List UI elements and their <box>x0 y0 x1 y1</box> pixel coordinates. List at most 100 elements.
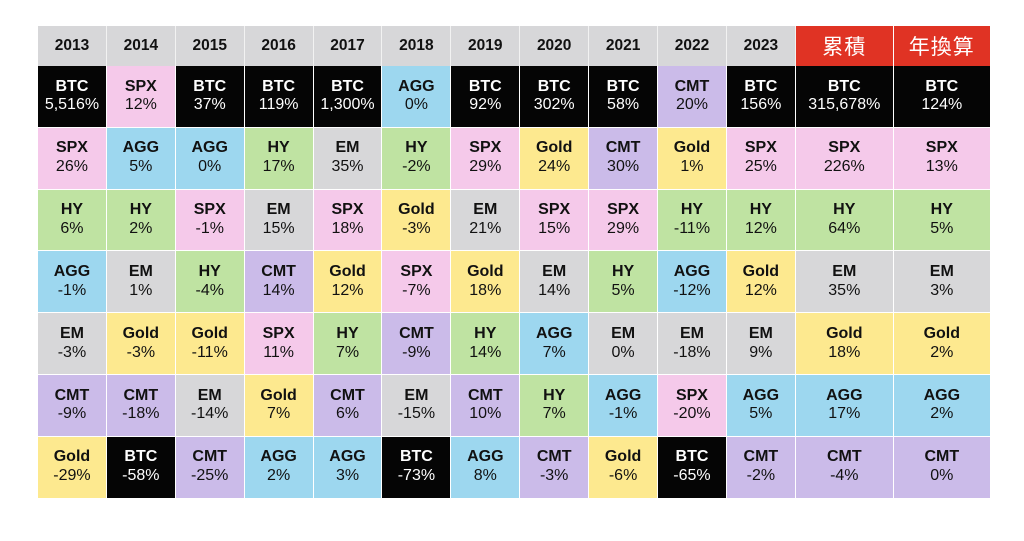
return-value: 14% <box>538 281 571 299</box>
return-value: 10% <box>469 405 502 423</box>
table-cell: AGG 17% <box>795 374 894 437</box>
table-cell: HY 7% <box>313 313 383 375</box>
table-cell: SPX 26% <box>38 127 107 190</box>
table-cell: AGG 8% <box>451 436 521 499</box>
asset-label: Gold <box>826 324 863 342</box>
asset-label: EM <box>335 139 360 157</box>
table-cell: HY 6% <box>38 189 107 252</box>
asset-label: SPX <box>262 324 295 342</box>
return-value: -18% <box>122 405 160 423</box>
table-cell: HY 7% <box>520 374 590 437</box>
return-value: 18% <box>469 281 502 299</box>
return-value: -3% <box>126 343 156 361</box>
return-value: 124% <box>921 96 963 114</box>
table-cell: HY 64% <box>795 189 894 252</box>
return-value: 12% <box>744 219 777 237</box>
asset-label: BTC <box>827 77 861 95</box>
return-value: 2% <box>267 467 291 485</box>
table-cell: Gold 18% <box>795 313 894 375</box>
asset-label: Gold <box>260 386 297 404</box>
table-cell: CMT -3% <box>520 436 590 499</box>
return-value: 3% <box>335 467 360 485</box>
asset-label: CMT <box>674 77 710 95</box>
table-cell: BTC 119% <box>244 66 314 128</box>
table-cell: CMT 20% <box>658 66 727 128</box>
table-cell: BTC 92% <box>451 66 521 128</box>
asset-label: BTC <box>331 77 364 95</box>
return-value: -2% <box>746 467 776 485</box>
return-value: 5,516% <box>44 96 100 114</box>
return-value: 11% <box>263 343 295 361</box>
table-cell: SPX 15% <box>520 189 590 252</box>
table-cell: CMT -18% <box>106 374 176 437</box>
table-cell: EM 3% <box>893 251 991 314</box>
table-cell: HY -4% <box>175 251 245 314</box>
asset-label: EM <box>59 324 84 342</box>
return-value: -18% <box>673 343 711 361</box>
asset-label: AGG <box>329 448 366 466</box>
table-cell: SPX -1% <box>175 189 245 252</box>
return-value: -58% <box>122 467 160 485</box>
return-value: -73% <box>397 467 436 485</box>
table-cell: AGG -12% <box>658 251 727 314</box>
table-cell: AGG 7% <box>520 313 590 375</box>
return-value: -11% <box>673 219 711 237</box>
return-value: 5% <box>930 219 954 237</box>
return-value: 20% <box>675 96 708 114</box>
asset-label: CMT <box>261 262 296 280</box>
asset-label: BTC <box>606 77 640 95</box>
table-cell: BTC 124% <box>893 66 991 128</box>
table-cell: SPX -20% <box>658 374 727 437</box>
table-cell: BTC -73% <box>382 436 452 499</box>
table-cell: CMT -4% <box>795 436 894 499</box>
year-header: 2013 <box>38 26 107 66</box>
asset-label: BTC <box>675 448 709 466</box>
table-cell: BTC 5,516% <box>38 66 107 128</box>
return-value: 12% <box>331 281 364 299</box>
table-cell: BTC -65% <box>658 436 727 499</box>
table-cell: SPX 11% <box>244 313 314 375</box>
table-cell: HY 14% <box>451 313 521 375</box>
return-value: -2% <box>402 158 431 176</box>
year-header: 2022 <box>658 26 727 66</box>
asset-label: BTC <box>925 77 959 95</box>
return-value: -15% <box>397 405 436 423</box>
asset-label: HY <box>930 201 953 219</box>
asset-label: BTC <box>537 77 571 95</box>
table-cell: CMT -2% <box>726 436 796 499</box>
asset-label: CMT <box>399 324 434 342</box>
return-value: 315,678% <box>808 96 881 114</box>
table-cell: EM 0% <box>589 313 659 375</box>
asset-label: HY <box>833 201 856 219</box>
table-cell: Gold -3% <box>382 189 452 252</box>
asset-label: EM <box>266 201 291 219</box>
asset-label: CMT <box>924 448 960 466</box>
table-cell: SPX 29% <box>589 189 659 252</box>
asset-label: SPX <box>193 201 226 219</box>
asset-label: SPX <box>331 201 364 219</box>
table-cell: HY 17% <box>244 127 314 190</box>
asset-label: AGG <box>398 77 435 95</box>
asset-label: CMT <box>54 386 90 404</box>
table-cell: EM 1% <box>106 251 176 314</box>
table-cell: EM -18% <box>658 313 727 375</box>
asset-label: CMT <box>605 139 641 157</box>
asset-label: AGG <box>826 386 863 404</box>
return-value: 2% <box>930 405 954 423</box>
return-value: 64% <box>828 219 861 237</box>
table-cell: SPX 12% <box>106 66 176 128</box>
table-cell: BTC 156% <box>726 66 796 128</box>
asset-label: EM <box>748 324 773 342</box>
return-value: 14% <box>262 281 295 299</box>
table-cell: BTC 302% <box>520 66 590 128</box>
asset-label: BTC <box>262 77 296 95</box>
table-cell: EM 35% <box>313 127 383 190</box>
table-cell: SPX -7% <box>382 251 452 314</box>
cumulative-header: 累積 <box>795 26 894 66</box>
asset-label: Gold <box>467 262 504 280</box>
table-cell: EM 21% <box>451 189 521 252</box>
return-value: -14% <box>191 405 229 423</box>
asset-label: Gold <box>329 262 366 280</box>
table-cell: CMT 14% <box>244 251 314 314</box>
asset-label: SPX <box>675 386 708 404</box>
